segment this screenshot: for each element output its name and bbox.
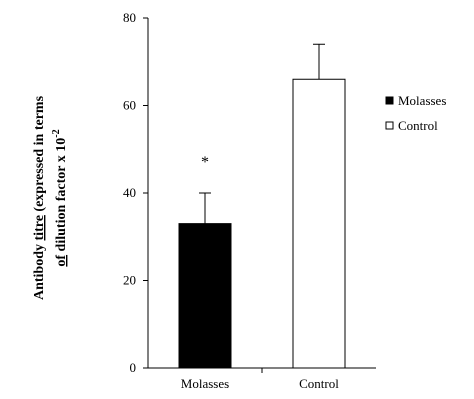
y-axis-label-part: Antibody: [32, 240, 47, 300]
y-tick-label: 40: [123, 185, 136, 200]
y-axis-label-part: of: [54, 255, 69, 267]
legend-swatch-molasses: [385, 96, 394, 105]
legend-label-molasses: Molasses: [398, 93, 446, 108]
x-category-label: Control: [299, 376, 339, 391]
significance-asterisk: *: [201, 154, 209, 171]
y-axis-label: Antibody titre (expressed in terms of di…: [32, 95, 69, 300]
svg-text:Antibody titre (expressed in t: Antibody titre (expressed in terms: [32, 95, 47, 300]
y-axis-label-part: (expressed in terms: [32, 95, 47, 215]
x-category-label: Molasses: [181, 376, 229, 391]
legend-swatch-control: [385, 121, 394, 130]
y-axis-label-superscript: -2: [51, 129, 62, 137]
legend-label-control: Control: [398, 118, 438, 133]
bar-molasses: [178, 223, 232, 369]
y-tick-label: 0: [130, 360, 137, 375]
y-tick-label: 60: [123, 98, 136, 113]
bar-control: [292, 78, 346, 369]
y-tick-label: 20: [123, 273, 136, 288]
y-axis-label-part: titre: [32, 215, 47, 240]
svg-text:of dilution factor x 10-2: of dilution factor x 10-2: [51, 129, 69, 266]
y-axis-label-part: dilution factor x 10: [54, 138, 69, 255]
y-tick-label: 80: [123, 10, 136, 25]
